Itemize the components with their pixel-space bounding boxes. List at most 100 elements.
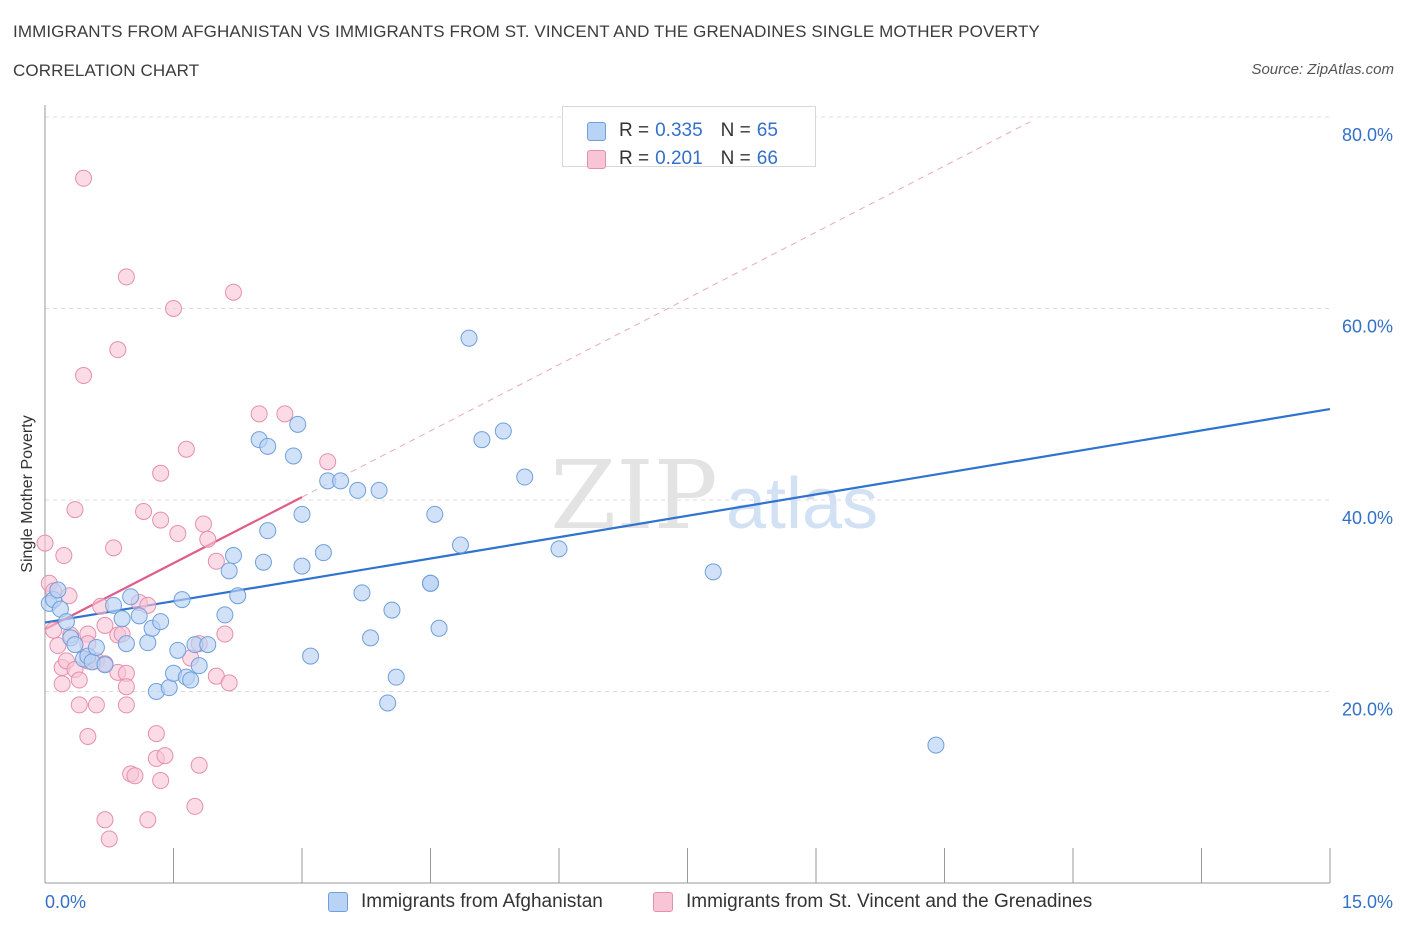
point-stvincent [100,830,118,848]
point-afghanistan [66,636,84,654]
point-stvincent [152,511,170,529]
point-stvincent [70,671,88,689]
afghanistan-swatch [587,121,606,141]
stvincent-swatch [587,149,606,169]
axes [44,105,1331,884]
point-stvincent [152,772,170,790]
afghanistan-legend-swatch [328,892,348,912]
point-afghanistan [229,587,247,605]
tick-labels: 20.0% 40.0% 60.0% 80.0% 0.0% 15.0% [45,125,1393,912]
y-tick-label: 80.0% [1342,125,1393,145]
point-afghanistan [426,505,444,523]
point-afghanistan [173,591,191,609]
point-stvincent [36,534,54,552]
point-afghanistan [349,481,367,499]
y-tick-label: 20.0% [1342,700,1393,720]
point-afghanistan [117,635,135,653]
point-afghanistan [259,522,277,540]
stats-legend: R = 0.335 N = 65 R = 0.201 N = 66 [562,106,816,169]
point-afghanistan [927,736,945,754]
grid-lines [45,116,1330,692]
trend-line-stvincent-extended [301,121,1031,498]
r-value-stvincent: 0.201 [655,148,703,169]
point-stvincent [126,767,144,785]
legend-item-afghanistan[interactable]: Immigrants from Afghanistan [328,888,603,916]
point-afghanistan [160,679,178,697]
legend-label-stvincent: Immigrants from St. Vincent and the Gren… [686,891,1093,912]
point-afghanistan [362,629,380,647]
point-afghanistan [353,584,371,602]
n-label: N = [720,120,751,141]
trend-line-afghanistan [44,407,1331,624]
point-afghanistan [430,619,448,637]
series-afghanistan-points [40,329,945,754]
point-afghanistan [169,641,187,659]
point-afghanistan [451,536,469,554]
point-afghanistan [199,636,217,654]
point-stvincent [79,728,97,746]
point-afghanistan [122,588,140,606]
point-afghanistan [113,610,131,628]
stats-row-afghanistan: R = 0.335 N = 65 [587,119,778,143]
point-stvincent [55,547,73,565]
point-stvincent [276,405,294,423]
point-stvincent [194,515,212,533]
legend-item-stvincent[interactable]: Immigrants from St. Vincent and the Gren… [653,888,1092,916]
point-stvincent [216,625,234,643]
point-afghanistan [293,557,311,575]
point-afghanistan [302,647,320,665]
y-tick-label: 40.0% [1342,508,1393,528]
point-afghanistan [216,606,234,624]
r-value-afghanistan: 0.335 [655,120,703,141]
n-value-afghanistan: 65 [756,120,778,141]
point-afghanistan [105,596,123,614]
point-afghanistan [57,613,75,631]
series-legend: Immigrants from Afghanistan Immigrants f… [0,888,1406,916]
point-afghanistan [152,613,170,631]
r-label: R = [619,120,650,141]
point-afghanistan [704,563,722,581]
point-stvincent [87,696,105,714]
point-stvincent [75,169,93,187]
trend-lines [44,121,1331,631]
watermark-zip: ZIP [550,441,717,551]
r-label: R = [619,148,650,169]
point-stvincent [199,530,217,548]
source-label: Source: ZipAtlas.com [1251,61,1394,78]
point-stvincent [190,756,208,774]
point-stvincent [70,696,88,714]
point-stvincent [165,300,182,317]
point-stvincent [117,678,135,696]
series-stvincent-points [36,169,337,848]
point-stvincent [75,367,93,385]
point-stvincent [53,675,71,693]
point-afghanistan [370,481,388,499]
point-stvincent [105,539,123,557]
point-stvincent [224,283,242,301]
y-tick-label: 60.0% [1342,317,1393,337]
point-afghanistan [87,638,105,656]
point-afghanistan [259,437,277,455]
point-afghanistan [289,415,307,433]
point-stvincent [147,725,165,743]
chart-title-line1: IMMIGRANTS FROM AFGHANISTAN VS IMMIGRANT… [13,22,1040,41]
point-stvincent [117,696,135,714]
point-stvincent [96,616,114,634]
point-afghanistan [332,472,350,490]
stvincent-legend-swatch [653,892,673,912]
point-stvincent [250,405,268,423]
point-stvincent [139,811,157,829]
point-afghanistan [220,562,238,580]
chart-title-line2: CORRELATION CHART [13,61,200,80]
point-stvincent [156,747,174,765]
point-afghanistan [383,601,401,619]
point-stvincent [152,464,170,482]
point-stvincent [169,525,187,543]
point-afghanistan [139,634,157,652]
point-stvincent [319,453,337,471]
point-stvincent [49,637,67,655]
trend-line-stvincent [44,496,303,631]
point-stvincent [220,674,238,692]
watermark-atlas: atlas [726,464,878,544]
